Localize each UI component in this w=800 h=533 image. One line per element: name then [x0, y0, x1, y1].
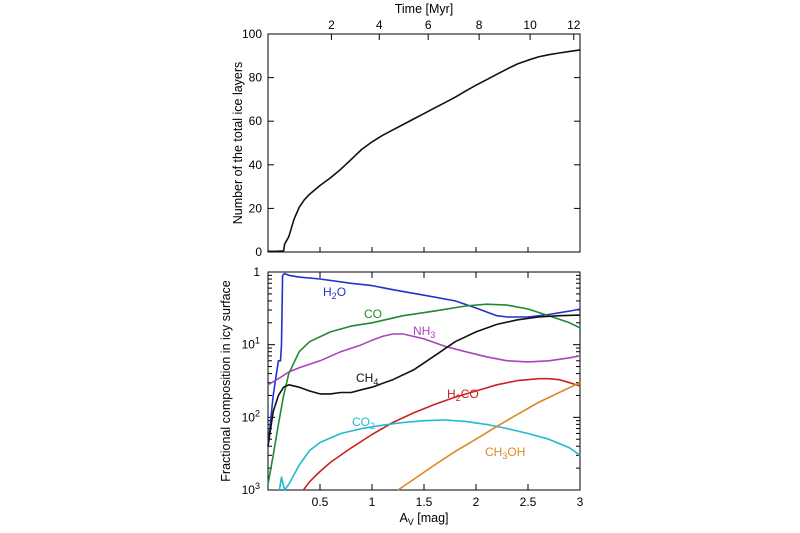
top-y-tick-label: 100	[242, 27, 262, 41]
top-x2-tick-label: 6	[425, 18, 432, 32]
top-y-axis-label: Number of the total ice layers	[231, 62, 245, 225]
top-y-tick-label: 20	[249, 201, 263, 215]
top-x2-tick-label: 12	[567, 18, 581, 32]
top-panel-ticks: 0 20 40 60 80 100 2 4 6 8 10 12	[242, 18, 581, 259]
series-line-h2co	[302, 377, 581, 491]
label-co2: CO2	[352, 415, 375, 431]
top-y-tick-label: 40	[249, 158, 263, 172]
label-ch3oh: CH3OH	[485, 445, 525, 461]
bottom-y-tick-label: 101	[242, 336, 260, 352]
bottom-y-tick-label: 1	[253, 265, 260, 279]
bottom-x-tick-label: 2.5	[520, 495, 537, 509]
top-y-tick-label: 80	[249, 71, 263, 85]
top-x2-tick-label: 8	[476, 18, 483, 32]
bottom-panel-ticks: 0.5 1 1.5 2 2.5 3 1 101 102 103	[242, 265, 584, 509]
label-nh3: NH3	[413, 324, 435, 340]
bottom-y-tick-label: 103	[242, 481, 260, 497]
series-line-co	[267, 303, 581, 485]
bottom-x-tick-label: 0.5	[312, 495, 329, 509]
bottom-x-tick-label: 1	[369, 495, 376, 509]
series-line-ch3oh	[397, 381, 581, 491]
bottom-y-axis-label: Fractional composition in icy surface	[219, 280, 233, 482]
label-ch4: CH4	[356, 371, 378, 387]
top-x2-tick-label: 10	[523, 18, 537, 32]
top-y-tick-label: 0	[255, 245, 262, 259]
bottom-x-tick-label: 2	[473, 495, 480, 509]
label-co: CO	[364, 307, 382, 321]
bottom-panel-lines	[267, 272, 581, 491]
bottom-x-tick-label: 3	[577, 495, 584, 509]
series-line-ch4	[267, 314, 581, 447]
bottom-panel-frame	[267, 271, 581, 491]
label-h2o: H2O	[323, 285, 346, 301]
top-panel-lines	[268, 49, 581, 253]
series-line-co2	[278, 419, 581, 491]
top-y-tick-label: 60	[249, 114, 263, 128]
top-panel-frame	[267, 33, 581, 253]
label-h2co: H2CO	[447, 387, 479, 403]
series-line-h2o	[267, 272, 581, 447]
top-x2-tick-label: 4	[376, 18, 383, 32]
top-x2-axis-label: Time [Myr]	[395, 2, 454, 16]
series-line-nh3	[267, 333, 581, 386]
top-x2-tick-label: 2	[328, 18, 335, 32]
bottom-y-tick-label: 102	[242, 408, 260, 424]
bottom-x-tick-label: 1.5	[416, 495, 433, 509]
bottom-x-axis-label: AV [mag]	[399, 511, 448, 527]
series-line-layers	[268, 49, 581, 253]
